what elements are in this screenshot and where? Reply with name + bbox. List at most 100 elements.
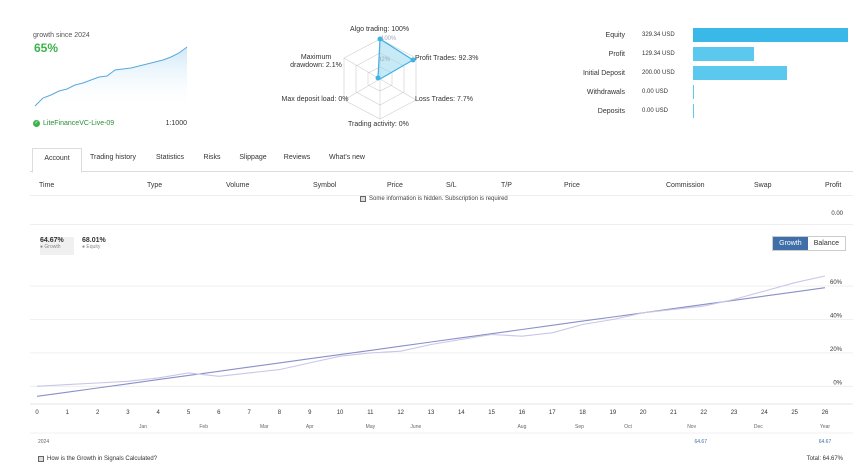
bar-row-equity: Equity 329.34 USD bbox=[560, 28, 850, 42]
x-tick-label: 19 bbox=[610, 410, 617, 416]
month-label: June bbox=[410, 424, 421, 430]
y-tick-label: 60% bbox=[830, 280, 843, 286]
x-tick-label: 1 bbox=[66, 410, 70, 416]
x-tick-label: 15 bbox=[488, 410, 495, 416]
bar-fill bbox=[693, 47, 754, 61]
legend-growth-value: 64.67% bbox=[40, 237, 64, 244]
bar-label: Profit bbox=[608, 51, 625, 58]
bar-fill bbox=[693, 85, 694, 99]
x-tick-label: 13 bbox=[428, 410, 435, 416]
col-symbol[interactable]: Symbol bbox=[313, 182, 337, 189]
x-tick-label: 20 bbox=[640, 410, 647, 416]
radar-inner-center: 92% bbox=[378, 57, 391, 63]
section-tabs: Account Trading history Statistics Risks… bbox=[30, 148, 853, 173]
tab-risks[interactable]: Risks bbox=[203, 154, 221, 161]
x-tick-label: 12 bbox=[397, 410, 404, 416]
x-tick-label: 25 bbox=[791, 410, 798, 416]
col-tp[interactable]: T/P bbox=[501, 182, 512, 189]
month-label: Mar bbox=[260, 424, 269, 430]
legend-growth-name: ● Growth bbox=[40, 244, 61, 250]
bar-fill bbox=[693, 66, 788, 80]
balance-toggle-button[interactable]: Balance bbox=[813, 240, 839, 247]
help-icon bbox=[38, 456, 44, 462]
y-tick-label: 40% bbox=[830, 313, 843, 319]
x-tick-label: 10 bbox=[337, 410, 344, 416]
radar-max-drawdown: Maximum drawdown: 2.1% bbox=[290, 54, 342, 69]
tab-account[interactable]: Account bbox=[32, 148, 82, 173]
month-label: May bbox=[366, 424, 376, 430]
col-price-open[interactable]: Price bbox=[387, 182, 403, 189]
tab-whats-new[interactable]: What's new bbox=[329, 154, 365, 161]
x-tick-label: 0 bbox=[35, 410, 39, 416]
radar-trading-activity: Trading activity: 0% bbox=[348, 121, 409, 128]
bar-value: 329.34 USD bbox=[642, 32, 675, 38]
year-value: 64.67 bbox=[819, 439, 832, 445]
year-label: 2024 bbox=[38, 439, 49, 445]
month-label: Sep bbox=[575, 424, 584, 430]
y-tick-label: 20% bbox=[830, 347, 843, 353]
bar-label: Equity bbox=[605, 32, 625, 39]
month-label: Apr bbox=[306, 424, 314, 430]
x-tick-label: 21 bbox=[670, 410, 677, 416]
month-label: Jan bbox=[139, 424, 147, 430]
lock-icon bbox=[360, 196, 366, 202]
col-volume[interactable]: Volume bbox=[226, 182, 250, 189]
legend-equity[interactable]: 68.01% ● Equity bbox=[82, 237, 116, 255]
radar-algo-trading: Algo trading: 100% bbox=[350, 26, 410, 33]
col-sl[interactable]: S/L bbox=[446, 182, 457, 189]
divider bbox=[30, 224, 853, 225]
bar-fill bbox=[693, 104, 694, 118]
x-tick-label: 23 bbox=[731, 410, 738, 416]
series-line-growth bbox=[36, 287, 826, 397]
month-label: Aug bbox=[517, 424, 526, 430]
col-profit[interactable]: Profit bbox=[825, 182, 842, 189]
tab-slippage[interactable]: Slippage bbox=[239, 154, 267, 161]
bar-label: Deposits bbox=[597, 108, 625, 115]
bar-row-profit: Profit 129.34 USD bbox=[560, 47, 850, 61]
hidden-info-text: Some information is hidden. Subscription… bbox=[369, 196, 508, 202]
col-type[interactable]: Type bbox=[147, 182, 163, 189]
x-tick-label: 17 bbox=[549, 410, 556, 416]
growth-toggle-button[interactable]: Growth bbox=[773, 237, 808, 250]
radar-svg bbox=[343, 36, 417, 120]
account-name[interactable]: LiteFinanceVC-Live-09 bbox=[43, 120, 115, 127]
x-tick-label: 5 bbox=[187, 410, 191, 416]
bar-row-initial-deposit: Initial Deposit 200.00 USD bbox=[560, 66, 850, 80]
account-link[interactable]: ✓ LiteFinanceVC-Live-09 bbox=[33, 120, 114, 127]
total-growth: Total: 64.67% bbox=[806, 456, 843, 462]
legend-equity-name: ● Equity bbox=[82, 244, 101, 250]
growth-summary-card: growth since 2024 65% ✓ LiteFinanceVC-Li… bbox=[33, 32, 190, 130]
bar-label: Initial Deposit bbox=[582, 70, 625, 77]
tab-statistics[interactable]: Statistics bbox=[155, 154, 184, 161]
x-tick-label: 11 bbox=[367, 410, 374, 416]
col-commission[interactable]: Commission bbox=[666, 182, 705, 189]
x-tick-label: 14 bbox=[458, 410, 465, 416]
col-price-close[interactable]: Price bbox=[564, 182, 580, 189]
verified-check-icon: ✓ bbox=[33, 120, 40, 127]
radar-profit-trades: Profit Trades: 92.3% bbox=[415, 55, 479, 62]
help-link-text[interactable]: How is the Growth in Signals Calculated? bbox=[47, 456, 158, 462]
bar-row-withdrawals: Withdrawals 0.00 USD bbox=[560, 85, 850, 99]
growth-percent: 65% bbox=[34, 41, 59, 55]
x-tick-label: 22 bbox=[700, 410, 707, 416]
radar-algo-inner: 100% bbox=[381, 36, 397, 42]
growth-since-label: growth since 2024 bbox=[33, 32, 90, 39]
bar-row-deposits: Deposits 0.00 USD bbox=[560, 104, 850, 118]
legend-growth[interactable]: 64.67% ● Growth bbox=[40, 237, 74, 255]
x-tick-label: 7 bbox=[247, 410, 251, 416]
trades-table-header: Time Type Volume Symbol Price S/L T/P Pr… bbox=[30, 176, 853, 196]
col-time[interactable]: Time bbox=[39, 182, 55, 189]
help-link[interactable]: How is the Growth in Signals Calculated? bbox=[38, 456, 157, 462]
chart-mode-toggle: Growth Balance bbox=[772, 236, 846, 251]
col-swap[interactable]: Swap bbox=[754, 182, 772, 189]
bar-value: 0.00 USD bbox=[642, 89, 669, 95]
bar-value: 0.00 USD bbox=[642, 108, 669, 114]
leverage: 1:1000 bbox=[165, 120, 187, 127]
tab-trading-history[interactable]: Trading history bbox=[89, 154, 137, 161]
month-label: Feb bbox=[199, 424, 208, 430]
legend-equity-value: 68.01% bbox=[82, 237, 106, 244]
y-tick-label: 0% bbox=[833, 380, 842, 386]
tab-reviews[interactable]: Reviews bbox=[283, 154, 311, 161]
month-label: Nov bbox=[687, 424, 696, 430]
growth-sparkline bbox=[34, 46, 188, 110]
